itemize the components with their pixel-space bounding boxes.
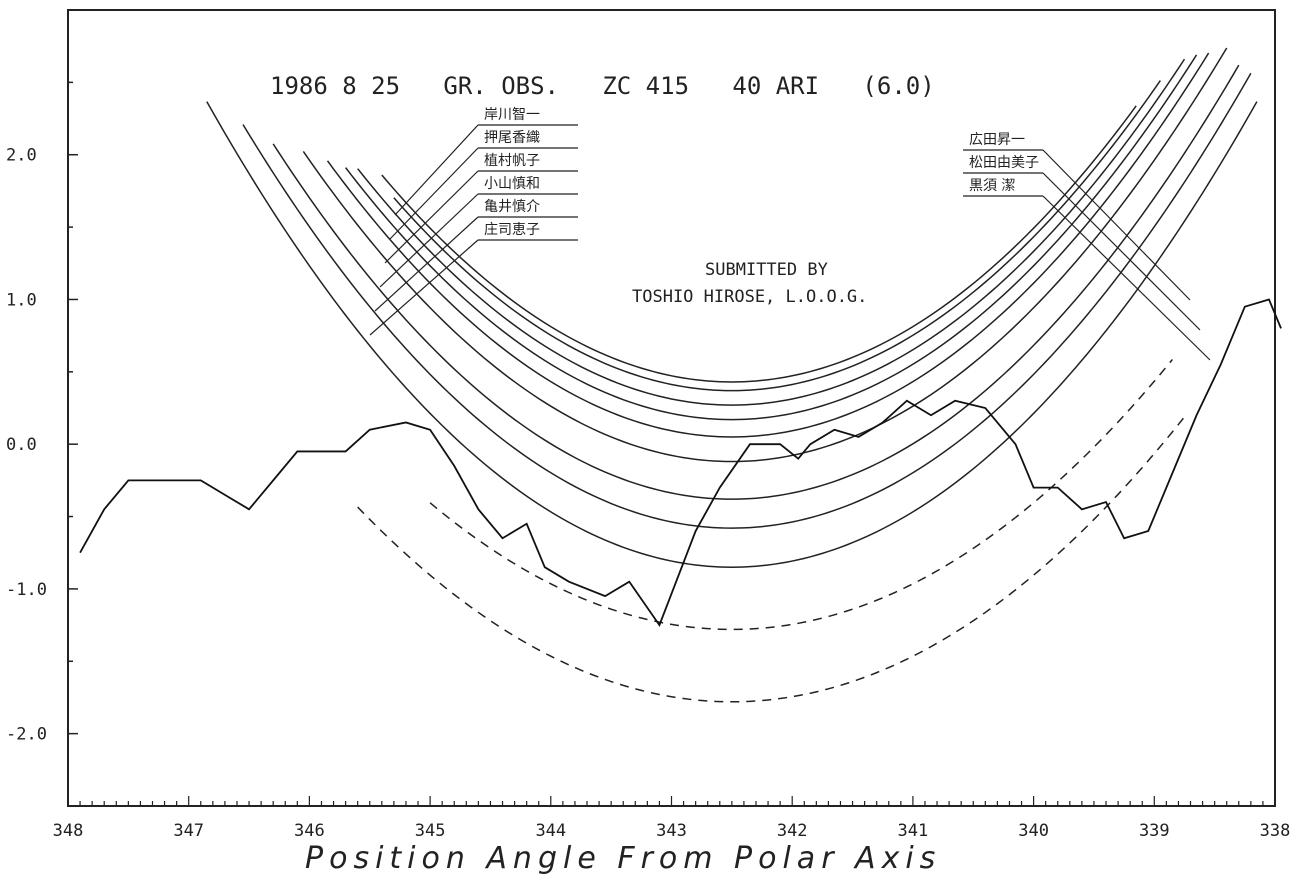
x-axis-label: Position Angle From Polar Axis (305, 841, 941, 876)
x-tick-label: 339 (1139, 821, 1170, 841)
y-tick-label: -1.0 (6, 580, 47, 600)
x-tick-label: 340 (1018, 821, 1049, 841)
profile-line (79, 298, 1282, 627)
track-dashed (429, 359, 1173, 631)
observer-label: 亀井慎介 (484, 199, 540, 215)
observer-label-right: 黒須 潔 (969, 178, 1015, 194)
x-tick-label: 342 (777, 821, 808, 841)
y-axis: 2.0 1.0 0.0 -1.0 -2.0 (6, 9, 78, 807)
track-solid (302, 47, 1228, 463)
track-solid (242, 72, 1252, 529)
track-solid (206, 101, 1258, 568)
track-solid (381, 105, 1137, 383)
x-tick-label: 345 (415, 821, 446, 841)
label-leader (394, 124, 479, 216)
x-tick-label: 346 (294, 821, 325, 841)
track-solid (326, 52, 1210, 438)
track-solid (345, 54, 1198, 421)
label-leader (374, 216, 479, 312)
label-leader (384, 170, 479, 264)
y-tick-label: 0.0 (6, 435, 37, 455)
x-tick-label: 347 (173, 821, 204, 841)
label-leader (1042, 172, 1201, 331)
observer-tracks (206, 47, 1258, 703)
observer-label: 庄司恵子 (484, 221, 540, 238)
limb-profile (79, 298, 1282, 627)
x-tick-label: 344 (535, 821, 566, 841)
plot-frame (67, 9, 1276, 807)
y-tick-label: 1.0 (6, 290, 37, 310)
x-tick-label: 338 (1260, 821, 1291, 841)
submitted-by-line-1: SUBMITTED BY (705, 260, 828, 280)
label-leader (389, 147, 479, 240)
track-dashed (357, 416, 1186, 703)
label-leader (1042, 195, 1211, 361)
observer-label: 押尾香織 (484, 130, 540, 146)
x-tick-label: 341 (898, 821, 929, 841)
chart-title: 1986 8 25 GR. OBS. ZC 415 40 ARI (6.0) (270, 72, 935, 100)
x-tick-label: 343 (656, 821, 687, 841)
observer-label: 植村帆子 (484, 153, 540, 169)
label-leader (369, 239, 479, 336)
y-tick-label: 2.0 (6, 146, 37, 166)
x-axis: 348 347 346 345 344 343 342 341 340 339 338 (53, 796, 1291, 841)
observer-label: 小山慎和 (484, 176, 540, 192)
track-solid (393, 80, 1161, 392)
observer-label-right: 松田由美子 (969, 155, 1039, 171)
observer-label: 岸川智一 (484, 107, 540, 123)
label-leader (379, 193, 479, 288)
y-tick-label: -2.0 (6, 725, 47, 745)
submitted-by-line-2: TOSHIO HIROSE, L.O.O.G. (632, 287, 867, 307)
label-leader (1042, 149, 1191, 301)
x-tick-label: 348 (53, 821, 84, 841)
track-solid (272, 64, 1240, 500)
observer-label-right: 広田昇一 (969, 132, 1025, 148)
track-solid (357, 58, 1186, 406)
